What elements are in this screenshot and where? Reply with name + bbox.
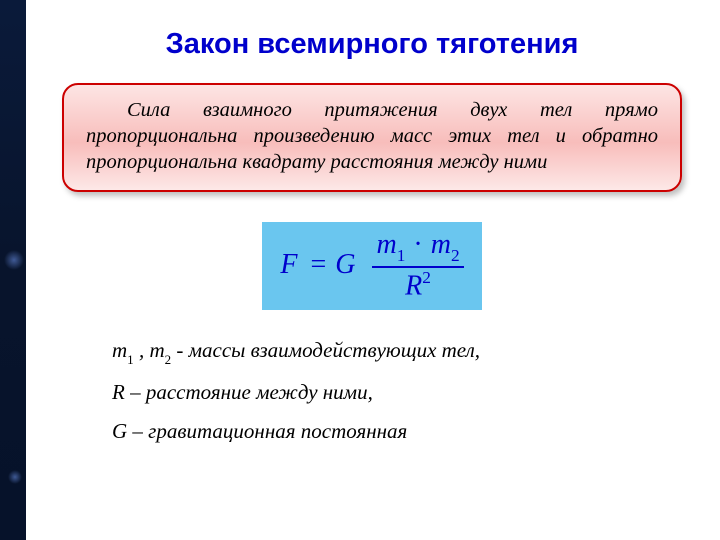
formula-box: F = G m1 · m2 R2 bbox=[262, 222, 481, 311]
num-m1: m bbox=[376, 229, 396, 260]
gravity-formula: F = G m1 · m2 R2 bbox=[280, 247, 463, 278]
formula-container: F = G m1 · m2 R2 bbox=[56, 222, 688, 311]
def-m2-sub: 2 bbox=[165, 352, 172, 367]
formula-numerator: m1 · m2 bbox=[372, 230, 463, 266]
def-sep: , bbox=[134, 338, 150, 362]
law-statement-box: Сила взаимного притяжения двух тел прямо… bbox=[62, 83, 682, 192]
formula-lhs: F bbox=[280, 249, 303, 281]
num-m1-sub: 1 bbox=[397, 246, 406, 265]
def-line-constant: G – гравитационная постоянная bbox=[112, 419, 688, 444]
definitions: m1 , m2 - массы взаимодействующих тел, R… bbox=[112, 338, 688, 444]
page-title: Закон всемирного тяготения bbox=[56, 28, 688, 61]
def-m1-sub: 1 bbox=[127, 352, 134, 367]
num-dot: · bbox=[412, 229, 423, 260]
num-m2: m bbox=[431, 229, 451, 260]
def-line-distance: R – расстояние между ними, bbox=[112, 380, 688, 405]
formula-G: G bbox=[333, 249, 359, 281]
formula-denominator: R2 bbox=[372, 266, 463, 301]
slide-content: Закон всемирного тяготения Сила взаимног… bbox=[26, 0, 720, 540]
num-m2-sub: 2 bbox=[451, 246, 460, 265]
formula-equals: = bbox=[310, 249, 326, 281]
def-m1: m bbox=[112, 338, 127, 362]
left-cosmic-strip bbox=[0, 0, 26, 540]
def-m2: m bbox=[149, 338, 164, 362]
formula-fraction: m1 · m2 R2 bbox=[366, 230, 463, 301]
den-R-sup: 2 bbox=[422, 268, 431, 287]
den-R: R bbox=[405, 270, 422, 301]
def-line-masses: m1 , m2 - массы взаимодействующих тел, bbox=[112, 338, 688, 366]
def-masses-text: - массы взаимодействующих тел, bbox=[171, 338, 480, 362]
